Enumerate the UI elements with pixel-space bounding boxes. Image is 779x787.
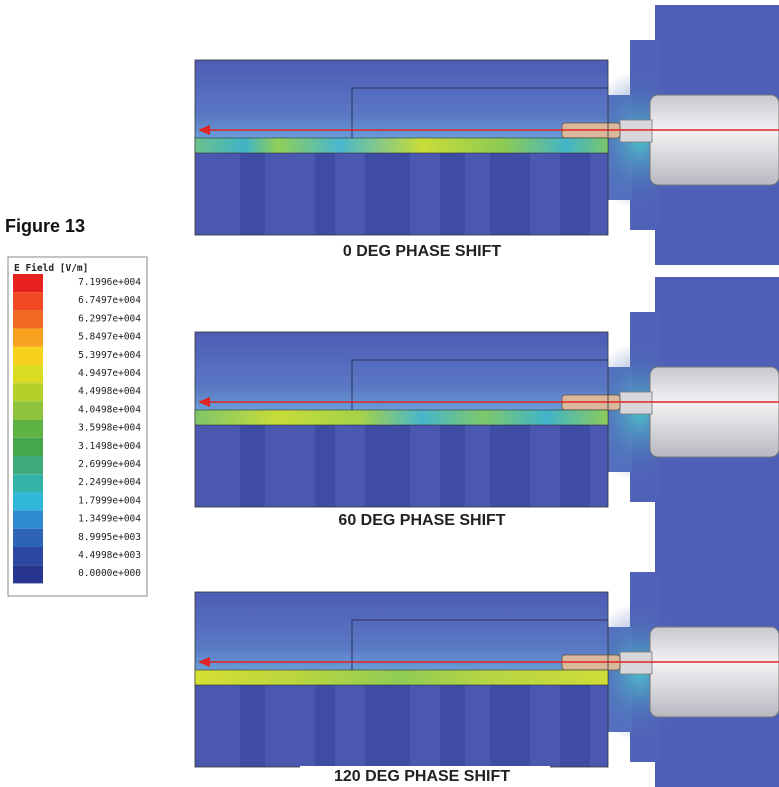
legend-swatch xyxy=(13,346,43,365)
panel xyxy=(194,536,779,787)
legend-swatch xyxy=(13,565,43,584)
legend-label: 6.2997e+004 xyxy=(78,313,141,324)
color-legend: E Field [V/m] 7.1996e+004 6.7497e+004 6.29… xyxy=(7,256,148,597)
legend-swatch xyxy=(13,528,43,547)
legend-swatch xyxy=(13,419,43,438)
legend-label: 1.7999e+004 xyxy=(78,495,141,506)
legend-label: 3.5998e+004 xyxy=(78,423,141,434)
panel xyxy=(194,4,779,266)
legend-label: 7.1996e+004 xyxy=(78,277,141,288)
figure-title: Figure 13 xyxy=(5,216,85,236)
legend-label: 8.9995e+003 xyxy=(78,532,141,543)
panel-caption: 120 DEG PHASE SHIFT xyxy=(334,768,510,785)
legend-label: 0.0000e+000 xyxy=(78,568,141,579)
panel-caption: 60 DEG PHASE SHIFT xyxy=(338,512,505,529)
legend-swatch xyxy=(13,437,43,456)
legend-label: 5.3997e+004 xyxy=(78,350,141,361)
legend-label: 4.4998e+003 xyxy=(78,550,141,561)
legend-swatch xyxy=(13,328,43,347)
legend-swatch xyxy=(13,274,43,293)
legend-swatch xyxy=(13,547,43,566)
legend-label: 1.3499e+004 xyxy=(78,514,141,525)
legend-label: 4.0498e+004 xyxy=(78,404,141,415)
legend-swatch xyxy=(13,456,43,475)
legend-swatch xyxy=(13,365,43,384)
legend-swatch xyxy=(13,292,43,311)
legend-title: E Field [V/m] xyxy=(14,263,88,274)
legend-swatch xyxy=(13,474,43,493)
panel-caption: 0 DEG PHASE SHIFT xyxy=(343,243,501,260)
panel xyxy=(194,276,779,538)
legend-swatch xyxy=(13,401,43,420)
legend-label: 3.1498e+004 xyxy=(78,441,141,452)
legend-label: 2.2499e+004 xyxy=(78,477,141,488)
legend-label: 4.4998e+004 xyxy=(78,386,141,397)
legend-swatch xyxy=(13,510,43,529)
legend-label: 6.7497e+004 xyxy=(78,295,141,306)
legend-label: 4.9497e+004 xyxy=(78,368,141,379)
legend-swatch xyxy=(13,383,43,402)
legend-label: 5.8497e+004 xyxy=(78,332,141,343)
legend-swatch xyxy=(13,492,43,511)
legend-swatch xyxy=(13,310,43,329)
legend-label: 2.6999e+004 xyxy=(78,459,141,470)
